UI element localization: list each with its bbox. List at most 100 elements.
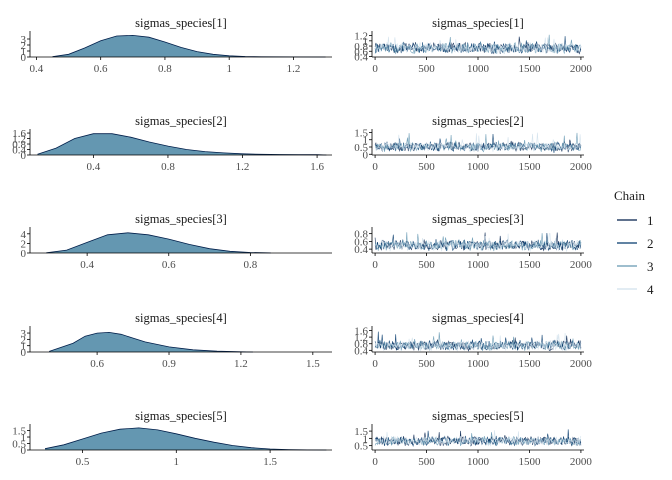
panel-6: sigmas_species[3] 0 500 1000 1500 2000 0.40.60…: [354, 212, 592, 271]
x-tick-label: 500: [418, 358, 435, 370]
density-area: [45, 427, 327, 450]
y-tick-label: 0.4: [354, 345, 368, 357]
y-tick-label: 0: [21, 445, 27, 457]
panel-title: sigmas_species[3]: [432, 212, 524, 226]
y-tick-label: 1.6: [12, 128, 26, 140]
x-tick-label: 0: [372, 161, 378, 173]
x-tick-label: 1.5: [263, 456, 277, 468]
x-tick-label: 1500: [518, 63, 541, 75]
y-tick-label: 0.4: [354, 244, 368, 256]
x-tick-label: 1.6: [310, 161, 324, 173]
y-tick-label: 0.4: [12, 145, 26, 157]
y-tick-label: 3: [21, 328, 27, 340]
legend-title: Chain: [614, 188, 646, 203]
legend-label-3: 3: [647, 259, 654, 274]
x-tick-label: 1500: [518, 259, 541, 271]
y-tick-label: 1: [363, 433, 369, 445]
x-tick-label: 1000: [467, 63, 490, 75]
y-tick-label: 1: [21, 432, 27, 444]
panel-10: sigmas_species[5] 0 500 1000 1500 2000 0.511.5: [354, 409, 592, 468]
density-area: [37, 133, 327, 155]
y-tick-label: 1.2: [12, 134, 26, 146]
panel-title: sigmas_species[1]: [432, 16, 524, 30]
x-tick-label: 2000: [570, 358, 593, 370]
x-tick-label: 1: [174, 456, 180, 468]
y-tick-label: 1.2: [354, 332, 368, 344]
panel-2: sigmas_species[1] 0 500 1000 1500 2000 0.40.60…: [354, 16, 592, 75]
trace-chain-4: [374, 430, 582, 447]
x-tick-label: 0: [372, 456, 378, 468]
x-tick-label: 1.2: [287, 63, 301, 75]
x-tick-label: 1.5: [306, 358, 320, 370]
x-tick-label: 500: [418, 161, 435, 173]
trace-chain-4: [374, 132, 582, 153]
x-tick-label: 500: [418, 456, 435, 468]
x-tick-label: 2000: [570, 456, 593, 468]
y-tick-label: 1: [363, 36, 369, 48]
x-tick-label: 2000: [570, 63, 593, 75]
panel-title: sigmas_species[2]: [135, 114, 227, 128]
x-tick-label: 0: [372, 63, 378, 75]
y-tick-label: 0.6: [354, 236, 368, 248]
y-tick-label: 0: [363, 149, 369, 161]
trace-chain-4: [374, 36, 582, 55]
x-tick-label: 1000: [467, 358, 490, 370]
legend-label-4: 4: [647, 282, 654, 297]
y-tick-label: 0.4: [354, 51, 368, 63]
x-tick-label: 500: [418, 259, 435, 271]
y-tick-label: 2: [21, 40, 27, 52]
density-line: [44, 427, 327, 451]
x-tick-label: 1.2: [236, 161, 250, 173]
x-tick-label: 1000: [467, 259, 490, 271]
panel-title: sigmas_species[4]: [432, 311, 524, 325]
panel-title: sigmas_species[1]: [135, 16, 227, 30]
panel-title: sigmas_species[2]: [432, 114, 524, 128]
y-tick-label: 0.8: [354, 41, 368, 53]
panel-4: sigmas_species[2]0 500 1000 1500 200000.511.…: [354, 114, 592, 173]
y-tick-label: 0.5: [354, 142, 368, 154]
y-tick-label: 1: [21, 341, 27, 353]
y-tick-label: 0.8: [354, 339, 368, 351]
y-tick-label: 1.5: [354, 127, 368, 139]
y-tick-label: 0: [21, 347, 27, 359]
y-tick-label: 1.2: [354, 31, 368, 43]
y-tick-label: 0: [21, 150, 27, 162]
y-tick-label: 0: [21, 52, 27, 64]
y-tick-label: 0.8: [354, 229, 368, 241]
y-tick-label: 1: [21, 46, 27, 58]
density-line: [49, 331, 253, 353]
y-tick-label: 0.8: [12, 139, 26, 151]
density-area: [46, 232, 271, 253]
panel-title: sigmas_species[5]: [432, 409, 524, 423]
y-tick-label: 2: [21, 238, 27, 250]
x-tick-label: 1000: [467, 456, 490, 468]
x-tick-label: 0.5: [76, 456, 90, 468]
legend-label-1: 1: [647, 213, 654, 228]
y-tick-label: 4: [21, 229, 27, 241]
panel-title: sigmas_species[4]: [135, 311, 227, 325]
panel-5: sigmas_species[3] 0.4 0.6 0.8 024: [21, 212, 332, 271]
x-tick-label: 2000: [570, 161, 593, 173]
density-area: [49, 332, 253, 352]
x-tick-label: 0.4: [87, 161, 101, 173]
density-line: [46, 232, 271, 254]
x-tick-label: 0: [372, 259, 378, 271]
panel-8: sigmas_species[4]0 500 1000 1500 20000.40.81…: [354, 311, 592, 370]
y-tick-label: 0: [21, 248, 27, 260]
panel-title: sigmas_species[5]: [135, 409, 227, 423]
panel-9: sigmas_species[5]0.5 1 1.500.511.5: [12, 409, 332, 468]
x-tick-label: 0.9: [162, 358, 176, 370]
x-tick-label: 2000: [570, 259, 593, 271]
y-tick-label: 2: [21, 334, 27, 346]
y-tick-label: 0.5: [12, 439, 26, 451]
x-tick-label: 1: [226, 63, 232, 75]
x-tick-label: 0.6: [90, 358, 104, 370]
panel-title: sigmas_species[3]: [135, 212, 227, 226]
panel-3: sigmas_species[2]0.4 0.8 1.2 1.600.40.81.21…: [12, 114, 332, 173]
y-tick-label: 0.6: [354, 46, 368, 58]
x-tick-label: 0.8: [244, 259, 258, 271]
x-tick-label: 1500: [518, 456, 541, 468]
